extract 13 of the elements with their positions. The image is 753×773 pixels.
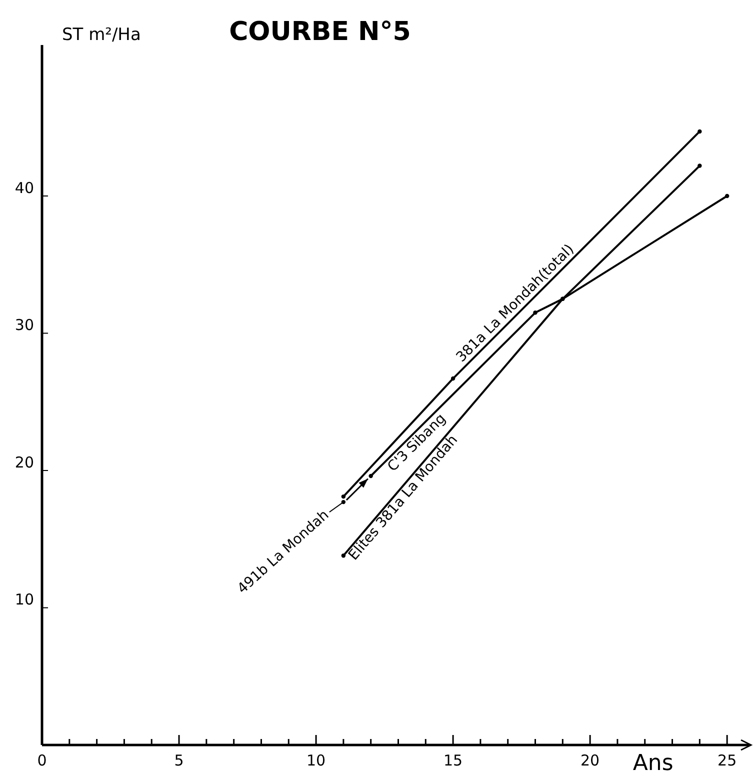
y-tick-label: 40 [14,178,34,197]
chart-title: COURBE N°5 [229,17,411,47]
y-tick-label: 20 [14,453,34,472]
y-axis-title: ST m²/Ha [62,25,141,45]
x-tick-label: 25 [718,752,737,770]
x-axis-title: Ans [632,751,674,773]
x-tick-label: 20 [580,752,600,770]
y-tick-label: 10 [14,590,34,609]
x-tick-label: 15 [444,752,463,770]
y-tick-label: 30 [14,316,34,334]
x-tick-label: 5 [174,752,184,770]
x-tick-label: 0 [37,752,47,770]
x-tick-label: 10 [306,752,326,770]
